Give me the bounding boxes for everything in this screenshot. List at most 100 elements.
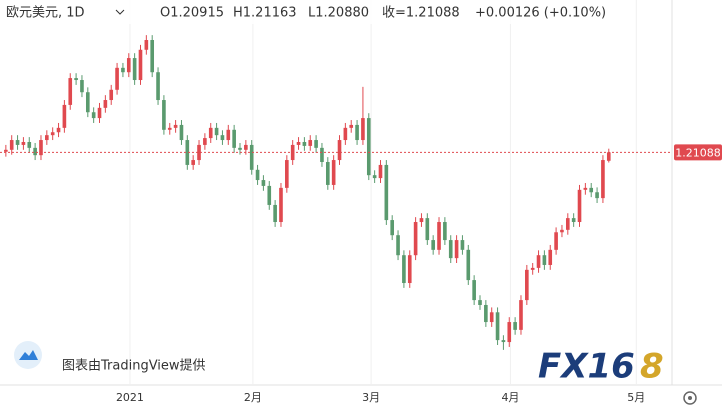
close: 收=1.21088: [382, 6, 460, 21]
candle-body: [419, 218, 424, 223]
candle-body: [314, 140, 318, 148]
candle-body: [173, 124, 178, 128]
candle-body: [431, 240, 435, 250]
low: L1.20880: [308, 6, 369, 21]
candle-body: [407, 255, 412, 284]
candle-body: [132, 58, 137, 81]
candle-body: [179, 124, 184, 141]
candle-body: [519, 300, 523, 330]
settings-icon[interactable]: [683, 391, 697, 405]
candle-body: [39, 140, 43, 156]
candle-body: [343, 127, 348, 141]
candle-body: [197, 144, 201, 161]
header-bg: [0, 0, 560, 24]
change: +0.00126 (+0.10%): [475, 6, 606, 21]
tv-logo-mark: [19, 350, 38, 360]
dropdown-icon[interactable]: [115, 9, 125, 15]
candle-body: [273, 204, 277, 223]
candle-body: [437, 222, 441, 250]
candle-body: [103, 100, 108, 108]
candle-body: [466, 249, 471, 281]
candle-body: [279, 187, 283, 223]
symbol: 欧元美元, 1D: [6, 6, 85, 21]
candle-body: [542, 255, 547, 265]
candle-body: [74, 78, 78, 81]
candle-body: [267, 185, 272, 205]
candle-body: [156, 72, 160, 101]
candle-body: [560, 229, 564, 233]
candle-body: [285, 160, 289, 188]
candle-body: [249, 144, 254, 170]
candle-body: [27, 141, 32, 148]
candle-body: [565, 218, 570, 230]
candle-body: [513, 322, 517, 330]
candle-body: [484, 304, 488, 323]
candle-body: [325, 162, 330, 185]
settings-dot: [688, 396, 692, 400]
candle-body: [56, 127, 61, 133]
candle-body: [355, 124, 359, 141]
candle-body: [238, 147, 242, 150]
candle-body: [62, 104, 67, 128]
brand-accent: 8: [640, 347, 664, 387]
candle-body: [308, 140, 313, 146]
candle-body: [589, 187, 594, 193]
candle-body: [460, 240, 465, 250]
credit: 图表由TradingView提供: [62, 358, 206, 374]
last-price-box: [674, 144, 722, 161]
candle-body: [530, 267, 535, 270]
candle-body: [390, 220, 395, 236]
candle-body: [50, 132, 55, 136]
candle-body: [85, 92, 90, 113]
candle-body: [606, 152, 611, 161]
settings-ring: [683, 391, 697, 405]
candle-body: [425, 218, 430, 241]
candle-body: [115, 67, 119, 90]
candle-body: [443, 222, 447, 241]
candle-body: [372, 175, 377, 179]
candle-body: [208, 127, 213, 139]
candle-body: [80, 80, 84, 93]
candle-body: [150, 40, 155, 73]
open: O1.20915: [160, 6, 224, 21]
candle-body: [4, 149, 8, 152]
candle-body: [595, 192, 599, 199]
candle-body: [91, 112, 96, 119]
candle-body: [9, 140, 14, 150]
watermark: 图表由TradingView提供 FX16 8: [14, 341, 664, 387]
candle-body: [413, 222, 418, 256]
candle-body: [126, 58, 131, 73]
candle-body: [601, 160, 605, 199]
candle-body: [255, 169, 260, 181]
high: H1.21163: [233, 6, 297, 21]
candle-body: [548, 249, 553, 265]
x-tick-label: 2月: [244, 391, 262, 404]
brand: FX16: [538, 347, 635, 387]
candle-body: [203, 138, 207, 145]
candle-body: [191, 160, 195, 165]
candle-body: [536, 255, 541, 268]
candle-body: [138, 49, 143, 81]
candle-body: [361, 118, 365, 141]
candle-body: [21, 141, 26, 145]
candle-body: [302, 141, 307, 146]
candle-body: [33, 147, 37, 156]
candle-body: [396, 235, 400, 256]
header: 欧元美元, 1D O1.20915 H1.21163 L1.20880 收=1.…: [0, 0, 606, 24]
candle-body: [214, 127, 219, 136]
candle-body: [261, 180, 266, 186]
candle-body: [296, 141, 301, 145]
candle-body: [448, 240, 453, 259]
candle-body: [109, 89, 114, 101]
candle-body: [402, 255, 406, 284]
candle-body: [68, 78, 73, 105]
candle-body: [320, 147, 324, 163]
candle-body: [366, 118, 371, 176]
candle-body: [583, 187, 588, 190]
candle-body: [97, 107, 102, 119]
candle-body: [162, 100, 166, 130]
candle-body: [501, 340, 506, 343]
candle-body: [571, 218, 576, 223]
